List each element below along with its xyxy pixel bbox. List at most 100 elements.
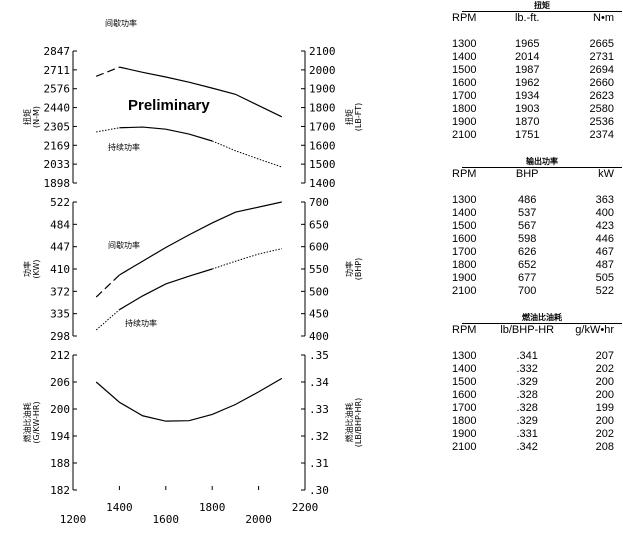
ytick-left-label: 188 [50,457,70,470]
table-row: 1300 486 363 [452,194,622,207]
ytick-left-label: 410 [50,263,70,276]
table-row: 1500 .329 200 [452,376,622,389]
ytick-left-label: 182 [50,484,70,497]
table-cell: 400 [595,207,614,219]
table-0: 扭矩 RPM lb.-ft. N•m 1300 1965 2665 1400 2014 2731 1… [452,0,622,142]
table-cell: 1600 [452,233,477,245]
ytick-left-label: 2305 [44,120,71,133]
xtick-label: 1600 [153,513,180,526]
table-cell: 487 [595,259,614,271]
ytick-left-label: 298 [50,330,70,343]
ytick-right-label: 500 [309,285,329,298]
series-label: 间歇功率 [105,18,137,28]
panel-power: 522 484 447 410 372 335 298 700 650 600 550 500 450 4… [22,196,363,343]
table-cell: 2374 [589,129,614,141]
table-cell: 1500 [452,220,477,232]
series-label: 持续功率 [108,142,140,152]
ytick-left-label: 212 [50,349,70,362]
ytick-right-label: 450 [309,308,329,321]
table-cell: 1870 [514,116,540,128]
xtick-label: 2200 [292,501,319,514]
table-cell: 1300 [452,350,477,362]
table-cell: 1751 [514,129,540,141]
ytick-left-label: 1898 [44,177,71,190]
table-cell: 2660 [589,77,614,89]
table-cell: lb/BHP-HR [500,324,555,336]
ytick-left-label: 2576 [44,83,71,96]
ytick-right-label: 2000 [309,64,336,77]
table-cell: 1300 [452,38,477,50]
ytick-right-label: .33 [309,403,329,416]
table-cell: .332 [516,363,538,375]
table-cell: 1600 [452,389,477,401]
ytick-right-label: 650 [309,218,329,231]
ytick-left-label: 2711 [44,64,71,77]
preliminary-annotation: Preliminary [128,97,210,114]
table-cell: g/kW•hr [575,324,614,336]
series-line [95,377,283,422]
table-header: RPM lb/BHP-HR g/kW•hr [452,324,622,337]
ytick-left-label: 2033 [44,158,71,171]
table-cell: 1900 [452,428,477,440]
table-cell: 1800 [452,259,477,271]
ytick-left-label: 335 [50,308,70,321]
series-line [212,140,282,168]
table-row: 1600 598 446 [452,233,622,246]
axis-label: 功率(KW) [22,259,41,278]
table-cell: 2014 [514,51,540,63]
table-cell: 1400 [452,207,477,219]
series-line [95,274,120,298]
table-cell: 1700 [452,402,477,414]
series-line [119,201,282,276]
ytick-right-label: 1500 [309,158,336,171]
xtick-label: 1400 [106,501,133,514]
ytick-left-label: 2440 [44,102,71,115]
table-cell: 1400 [452,363,477,375]
table-row: 1300 .341 207 [452,350,622,363]
table-row: 1600 .328 200 [452,389,622,402]
table-row: 2100 1751 2374 [452,129,622,142]
table-2: 燃油比油耗 RPM lb/BHP-HR g/kW•hr 1300 .341 207 1400.… [452,312,622,454]
table-cell: 505 [595,272,614,284]
series-label: 间歇功率 [108,240,140,250]
table-cell: lb.-ft. [514,12,540,24]
xtick-label: 2000 [245,513,272,526]
table-cell: 700 [518,285,537,297]
table-caption: 输出功率 [462,156,622,168]
table-cell: 677 [518,272,537,284]
table-row: 1400 537 400 [452,207,622,220]
table-cell: 200 [595,376,614,388]
ytick-left-label: 372 [50,285,70,298]
ytick-right-label: 2100 [309,45,336,58]
ytick-left-label: 194 [50,430,70,443]
table-cell: 652 [518,259,537,271]
table-cell: 598 [518,233,537,245]
table-cell: 2536 [589,116,614,128]
ytick-left-label: 484 [50,218,70,231]
table-cell: 207 [595,350,614,362]
table-cell: 1500 [452,376,477,388]
xtick-label: 1200 [60,513,87,526]
table-row: 1700 626 467 [452,246,622,259]
table-cell: 486 [518,194,537,206]
table-row: 1500 1987 2694 [452,64,622,77]
table-cell: 1400 [452,51,477,63]
table-caption: 燃油比油耗 [462,312,622,324]
ytick-right-label: 400 [309,330,329,343]
ytick-right-label: 600 [309,241,329,254]
table-cell: kW [598,168,614,180]
table-cell: 626 [518,246,537,258]
table-cell: 1987 [514,64,540,76]
ytick-left-label: 206 [50,376,70,389]
series-line [119,268,213,311]
ytick-right-label: 700 [309,196,329,209]
table-row: 1900 .331 202 [452,428,622,441]
table-row: 1300 1965 2665 [452,38,622,51]
table-cell: 208 [595,441,614,453]
series-line [95,66,120,77]
table-cell: 2100 [452,441,477,453]
series-line [96,127,120,133]
table-cell: .328 [516,402,538,414]
table-cell: .329 [516,415,538,427]
table-row: 1700 1934 2623 [452,90,622,103]
